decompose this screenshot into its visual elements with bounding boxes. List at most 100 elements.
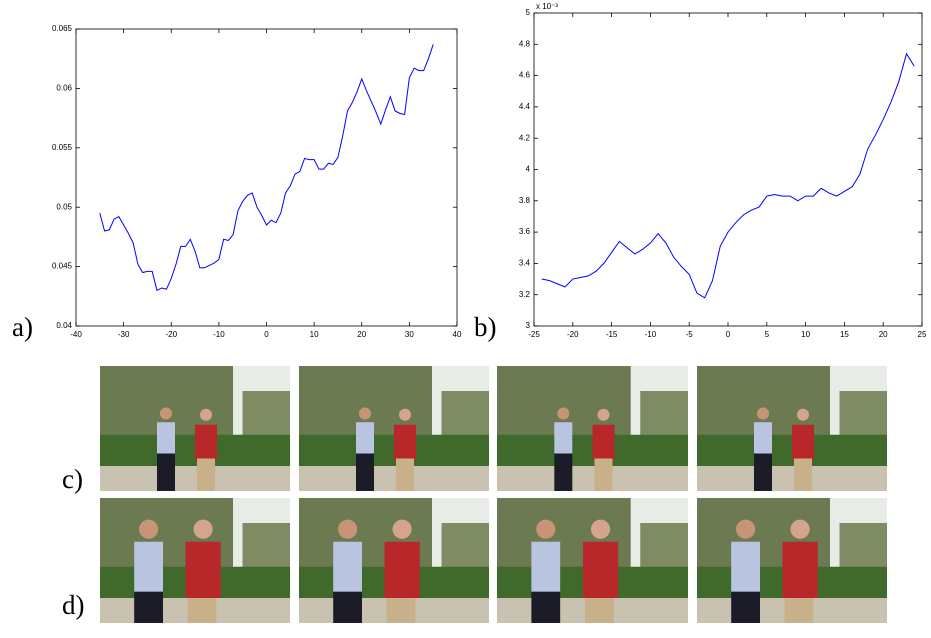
panel-label: d) xyxy=(62,590,85,620)
person-jacket xyxy=(592,424,615,460)
person-pants xyxy=(396,458,414,491)
person-head xyxy=(757,407,769,420)
person-pants xyxy=(554,453,573,491)
x-tick-label: 10 xyxy=(801,330,810,339)
person-pants xyxy=(754,453,772,491)
y-tick-label: 3.4 xyxy=(519,259,531,268)
person-pants xyxy=(386,598,416,623)
y-tick-label: 4.4 xyxy=(519,102,531,111)
x-tick-label: -40 xyxy=(70,330,82,339)
photo xyxy=(299,366,489,491)
y-tick-label: 0.065 xyxy=(52,24,73,33)
person-jacket xyxy=(782,541,818,598)
y-tick-label: 0.045 xyxy=(52,262,73,271)
photo xyxy=(100,498,290,623)
person-pants xyxy=(157,453,175,491)
y-tick-label: 4.2 xyxy=(519,133,531,142)
person-head xyxy=(338,519,358,539)
data-line xyxy=(541,52,915,299)
person-head xyxy=(590,519,611,539)
person-shirt xyxy=(356,422,374,454)
x-tick-label: -5 xyxy=(686,330,694,339)
photo xyxy=(299,498,489,623)
person-jacket xyxy=(384,541,420,598)
x-tick-label: 25 xyxy=(918,330,927,339)
photo-ground xyxy=(497,466,688,491)
person-shirt xyxy=(754,422,772,454)
person-pants xyxy=(187,598,217,623)
person-shirt xyxy=(333,541,362,592)
person-pants xyxy=(197,458,215,491)
x-tick-label: 20 xyxy=(357,330,366,339)
person-jacket xyxy=(792,424,814,460)
x-tick-label: -30 xyxy=(118,330,130,339)
photo-ground xyxy=(299,466,489,491)
person-head xyxy=(160,407,172,420)
person-jacket xyxy=(394,424,416,460)
photo xyxy=(497,498,688,623)
person-head xyxy=(359,407,371,420)
y-tick-label: 0.04 xyxy=(56,321,72,330)
x-tick-label: 5 xyxy=(765,330,770,339)
person-pants xyxy=(794,458,812,491)
panel-label: b) xyxy=(474,312,497,342)
y-tick-label: 3 xyxy=(526,321,531,330)
person-pants xyxy=(531,591,561,623)
photo xyxy=(497,366,688,491)
person-shirt xyxy=(731,541,760,592)
x-tick-label: -10 xyxy=(213,330,225,339)
y-tick-label: 4 xyxy=(526,165,531,174)
data-line xyxy=(99,44,434,292)
person-pants xyxy=(784,598,814,623)
panel-label: c) xyxy=(62,464,83,494)
panel-label: a) xyxy=(12,312,33,342)
person-head xyxy=(597,408,610,421)
y-scale-label: x 10⁻³ xyxy=(536,2,558,11)
person-head xyxy=(193,519,213,539)
person-shirt xyxy=(157,422,175,454)
photo xyxy=(697,498,887,623)
x-tick-label: 15 xyxy=(840,330,849,339)
person-head xyxy=(797,408,809,421)
person-head xyxy=(200,408,212,421)
person-pants xyxy=(134,591,163,623)
person-head xyxy=(790,519,810,539)
person-head xyxy=(557,407,570,420)
y-tick-label: 0.05 xyxy=(56,202,72,211)
person-pants xyxy=(356,453,374,491)
x-tick-label: 30 xyxy=(405,330,414,339)
person-head xyxy=(399,408,411,421)
x-tick-label: -10 xyxy=(645,330,657,339)
x-tick-label: -20 xyxy=(165,330,177,339)
photo xyxy=(100,366,290,491)
person-pants xyxy=(594,458,613,491)
x-tick-label: 10 xyxy=(310,330,319,339)
person-jacket xyxy=(185,541,221,598)
person-pants xyxy=(584,598,614,623)
person-pants xyxy=(333,591,362,623)
y-tick-label: 3.8 xyxy=(519,196,531,205)
x-tick-label: -20 xyxy=(567,330,579,339)
x-tick-label: 20 xyxy=(879,330,888,339)
photo-ground xyxy=(100,466,290,491)
person-jacket xyxy=(582,541,619,598)
x-tick-label: 0 xyxy=(726,330,731,339)
x-tick-label: -25 xyxy=(528,330,540,339)
person-head xyxy=(536,519,556,539)
y-tick-label: 4.8 xyxy=(519,39,531,48)
person-head xyxy=(392,519,412,539)
plot-frame xyxy=(533,12,923,327)
y-tick-label: 4.6 xyxy=(519,71,531,80)
y-tick-label: 3.2 xyxy=(519,290,531,299)
person-head xyxy=(139,519,159,539)
x-tick-label: 0 xyxy=(264,330,269,339)
y-tick-label: 5 xyxy=(526,8,531,17)
person-pants xyxy=(731,591,760,623)
person-jacket xyxy=(195,424,217,460)
person-shirt xyxy=(134,541,163,592)
y-tick-label: 0.055 xyxy=(52,143,73,152)
x-tick-label: 40 xyxy=(453,330,462,339)
y-tick-label: 3.6 xyxy=(519,227,531,236)
x-tick-label: -15 xyxy=(606,330,618,339)
